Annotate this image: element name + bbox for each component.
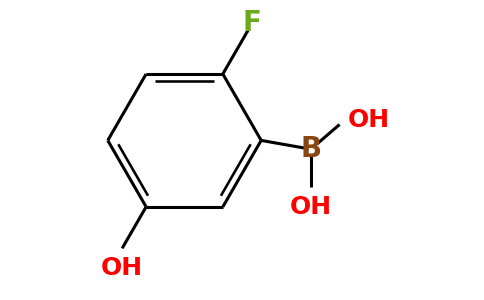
- Text: F: F: [242, 9, 261, 37]
- Text: OH: OH: [101, 256, 143, 280]
- Text: B: B: [300, 135, 321, 163]
- Text: OH: OH: [290, 195, 332, 219]
- Text: OH: OH: [348, 108, 390, 132]
